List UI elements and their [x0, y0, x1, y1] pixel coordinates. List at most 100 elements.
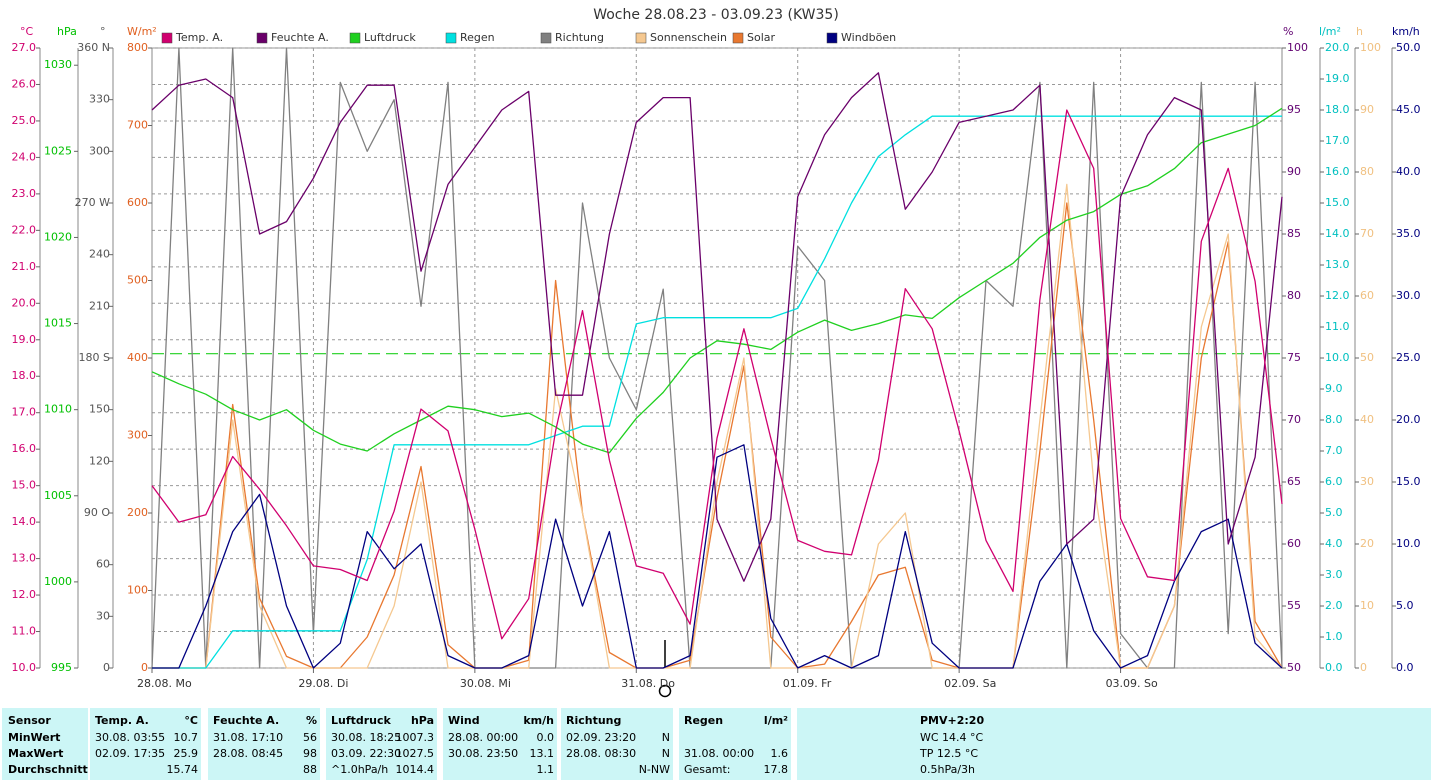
y-tick-label: 20.0 [1325, 41, 1350, 54]
y-tick-label: 70 [1287, 413, 1301, 426]
y-tick-label: 24.0 [12, 150, 37, 163]
table-cell: 28.08. 08:30 [566, 747, 637, 760]
x-tick-label: 28.08. Mo [137, 677, 192, 690]
y-tick-label: 13.0 [1325, 258, 1350, 271]
legend-label: Richtung [555, 31, 604, 44]
y-tick-label: 50 [1360, 351, 1374, 364]
y-tick-label: 500 [127, 274, 148, 287]
table-cell: Gesamt: [684, 763, 731, 776]
y-tick-label: 200 [127, 506, 148, 519]
table-cell: 30.08. 03:55 [95, 731, 166, 744]
y-tick-label: 1020 [44, 230, 72, 243]
table-column [90, 708, 201, 780]
legend-label: Regen [460, 31, 495, 44]
y-tick-label: 11.0 [1325, 320, 1350, 333]
legend-swatch [349, 32, 361, 44]
y-tick-label: 40 [1360, 413, 1374, 426]
y-tick-label: 65 [1287, 475, 1301, 488]
x-tick-label: 29.08. Di [298, 677, 348, 690]
axis-unit: hPa [57, 25, 77, 38]
y-tick-label: 9.0 [1325, 382, 1343, 395]
table-cell: 88 [303, 763, 317, 776]
table-cell: N-NW [638, 763, 670, 776]
y-tick-label: 360 N [77, 41, 110, 54]
table-row-label: Sensor [8, 714, 51, 727]
y-tick-label: 1030 [44, 58, 72, 71]
y-tick-label: 8.0 [1325, 413, 1343, 426]
y-tick-label: 60 [96, 558, 110, 571]
y-tick-label: 75 [1287, 351, 1301, 364]
y-tick-label: 55 [1287, 599, 1301, 612]
x-tick-label: 31.08. Do [621, 677, 675, 690]
series-line [151, 107, 1283, 454]
y-tick-label: 30.0 [1396, 289, 1421, 302]
table-cell: 02.09. 23:20 [566, 731, 637, 744]
table-cell: 31.08. 17:10 [213, 731, 284, 744]
chart: Woche 28.08.23 - 03.09.23 (KW35) 28.08. … [12, 7, 1421, 698]
y-tick-label: 60 [1287, 537, 1301, 550]
legend-label: Windböen [841, 31, 896, 44]
y-tick-label: 3.0 [1325, 568, 1343, 581]
y-tick-label: 150 [89, 403, 110, 416]
table-cell: hPa [410, 714, 434, 727]
y-tick-label: 17.0 [1325, 134, 1350, 147]
y-tick-label: 2.0 [1325, 599, 1343, 612]
y-tick-label: 270 W [75, 196, 110, 209]
table-cell: 15.74 [166, 763, 199, 776]
y-tick-label: 0 [141, 661, 148, 674]
y-tick-label: 330 [89, 93, 110, 106]
y-tick-label: 11.0 [12, 625, 37, 638]
y-tick-label: 19.0 [12, 333, 37, 346]
y-tick-label: 0.0 [1325, 661, 1343, 674]
table-cell: 1027.5 [395, 747, 435, 760]
table-cell: 1007.3 [395, 731, 435, 744]
series-line [151, 72, 1283, 582]
y-tick-label: 85 [1287, 227, 1301, 240]
plot-area [151, 47, 1283, 669]
y-tick-label: 20.0 [12, 296, 37, 309]
y-tick-label: 600 [127, 196, 148, 209]
moon-icon [658, 684, 672, 698]
table-cell: % [305, 714, 317, 727]
y-tick-label: 100 [127, 584, 148, 597]
legend-swatch [635, 32, 647, 44]
table-column [797, 708, 1431, 780]
y-tick-label: 20.0 [1396, 413, 1421, 426]
y-tick-label: 16.0 [1325, 165, 1350, 178]
table-cell: l/m² [763, 714, 788, 727]
series-line [152, 183, 1283, 669]
table-cell: 31.08. 00:00 [684, 747, 755, 760]
legend-label: Temp. A. [175, 31, 223, 44]
y-tick-label: 10.0 [1396, 537, 1421, 550]
table-row-label: MaxWert [8, 747, 64, 760]
legend-label: Luftdruck [364, 31, 416, 44]
y-tick-label: 10 [1360, 599, 1374, 612]
y-tick-label: 0 [103, 661, 110, 674]
axis-unit: % [1283, 25, 1293, 38]
y-tick-label: 90 O [84, 506, 110, 519]
table-cell: Temp. A. [95, 714, 149, 727]
table-column [326, 708, 437, 780]
table-row-label: Durchschnitt [8, 763, 88, 776]
y-tick-label: 4.0 [1325, 537, 1343, 550]
y-tick-label: 300 [89, 144, 110, 157]
y-tick-label: 1005 [44, 489, 72, 502]
y-tick-label: 7.0 [1325, 444, 1343, 457]
legend-label: Feuchte A. [271, 31, 329, 44]
legend-swatch [161, 32, 173, 44]
y-tick-label: 70 [1360, 227, 1374, 240]
axis-unit: °C [20, 25, 34, 38]
y-tick-label: 6.0 [1325, 475, 1343, 488]
table-column [679, 708, 791, 780]
y-tick-label: 25.0 [1396, 351, 1421, 364]
table-cell: 1.1 [536, 763, 555, 776]
y-tick-label: 5.0 [1325, 506, 1343, 519]
stats-table: Sensor Temp. A. °C Feuchte A.% Luftdruck hPa W… [0, 708, 1433, 780]
table-cell: TP 12.5 °C [920, 747, 979, 760]
y-tick-label: 40.0 [1396, 165, 1421, 178]
y-tick-label: 17.0 [12, 406, 37, 419]
y-tick-label: 700 [127, 119, 148, 132]
table-cell: 03.09. 22:30 [331, 747, 402, 760]
y-tick-label: 20 [1360, 537, 1374, 550]
